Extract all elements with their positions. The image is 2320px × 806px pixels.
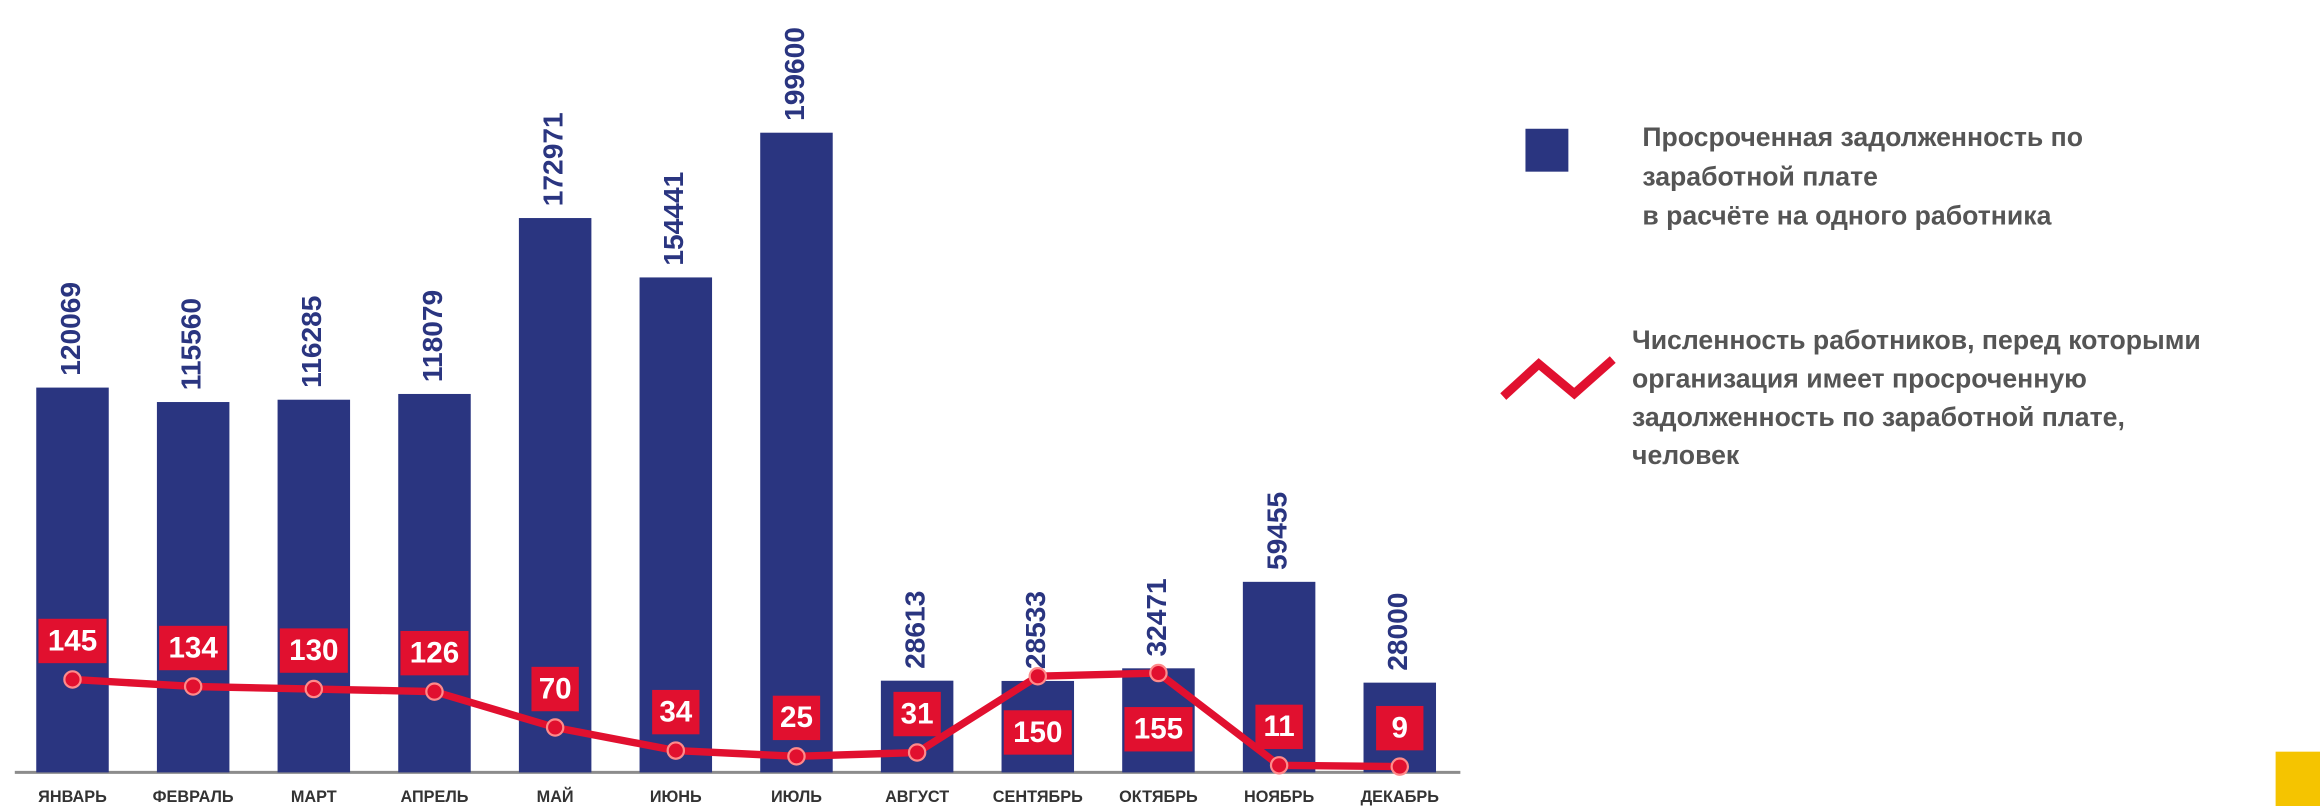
line-value-label: 145: [48, 624, 97, 657]
line-value-label: 134: [168, 631, 218, 664]
line-value-label: 70: [539, 672, 572, 705]
line-point: [545, 718, 565, 737]
line-label-box: [279, 628, 348, 673]
line-point: [63, 670, 82, 689]
line-label-box: [1255, 704, 1303, 750]
line-point: [425, 682, 444, 701]
line-label-box: [1003, 710, 1072, 755]
line-point: [1028, 666, 1048, 686]
line-label-box: [159, 625, 228, 671]
x-tick-label: ОКТЯБРЬ: [1119, 788, 1198, 806]
bar: [277, 399, 351, 773]
line-value-label: 11: [1263, 710, 1294, 743]
bar-value-label: 28613: [900, 591, 931, 669]
legend-label: Численность работников, перед которыми ор…: [1632, 325, 2201, 470]
line-point: [787, 747, 806, 766]
line-point: [304, 679, 324, 699]
bar-value-label: 32471: [1141, 578, 1172, 656]
line-value-label: 130: [289, 634, 338, 667]
x-tick-label: НОЯБРЬ: [1244, 788, 1314, 806]
bar-value-label: 120069: [55, 282, 86, 376]
bar-value-label: 172971: [538, 112, 569, 206]
line: [72, 669, 1400, 771]
bar-value-label: 28533: [1020, 591, 1051, 669]
x-tick-label: ФЕВРАЛЬ: [153, 788, 234, 806]
x-tick-label: АПРЕЛЬ: [400, 788, 468, 806]
bar-value-label: 28000: [1382, 593, 1413, 671]
line-label-box: [652, 689, 700, 735]
corner-badge: [2275, 751, 2320, 806]
line-label-box: [893, 691, 941, 737]
x-tick-label: МАЙ: [537, 787, 574, 806]
bar: [156, 402, 230, 773]
x-tick-label: СЕНТЯБРЬ: [993, 788, 1083, 806]
x-tick-label: ДЕКАБРЬ: [1361, 788, 1440, 806]
line-value-label: 34: [659, 695, 692, 728]
line-value-label: 150: [1013, 716, 1062, 749]
line-label-box: [1376, 705, 1424, 751]
line-value-label: 31: [901, 697, 934, 730]
x-tick-label: ИЮЛЬ: [771, 788, 822, 806]
bar: [639, 277, 713, 773]
line-label-box: [1124, 707, 1193, 752]
line-value-label: 25: [780, 701, 813, 734]
bar-value-label: 116285: [296, 296, 327, 388]
line-point: [907, 743, 927, 762]
line-point: [1269, 756, 1289, 775]
line-point: [183, 677, 203, 696]
bar-value-label: 154441: [658, 172, 689, 266]
line-point: [1390, 757, 1410, 776]
line-label-box: [38, 618, 107, 664]
x-tick-label: ЯНВАРЬ: [38, 788, 107, 806]
bar: [398, 393, 471, 773]
line-point: [666, 741, 686, 760]
line-value-label: 155: [1134, 713, 1183, 746]
bar-value-label: 115560: [176, 298, 207, 390]
bar: [760, 132, 833, 773]
x-tick-label: ИЮНЬ: [650, 788, 702, 806]
line-value-label: 126: [410, 636, 459, 669]
bar-value-label: 118079: [417, 290, 448, 382]
line-point: [1149, 663, 1168, 683]
bar-value-label: 59455: [1262, 492, 1293, 570]
line-value-label: 9: [1392, 711, 1408, 744]
line-label-box: [772, 695, 821, 741]
x-tick-label: АВГУСТ: [885, 788, 949, 806]
bar: [36, 387, 109, 773]
legend-swatch: [1525, 128, 1569, 172]
legend-swatch: [1500, 356, 1616, 400]
x-tick-label: МАРТ: [291, 788, 337, 806]
line-label-box: [531, 666, 579, 712]
bar-value-label: 199600: [779, 27, 810, 121]
legend-label: Просроченная задолженность по заработной …: [1642, 122, 2083, 230]
line-label-box: [400, 630, 469, 676]
